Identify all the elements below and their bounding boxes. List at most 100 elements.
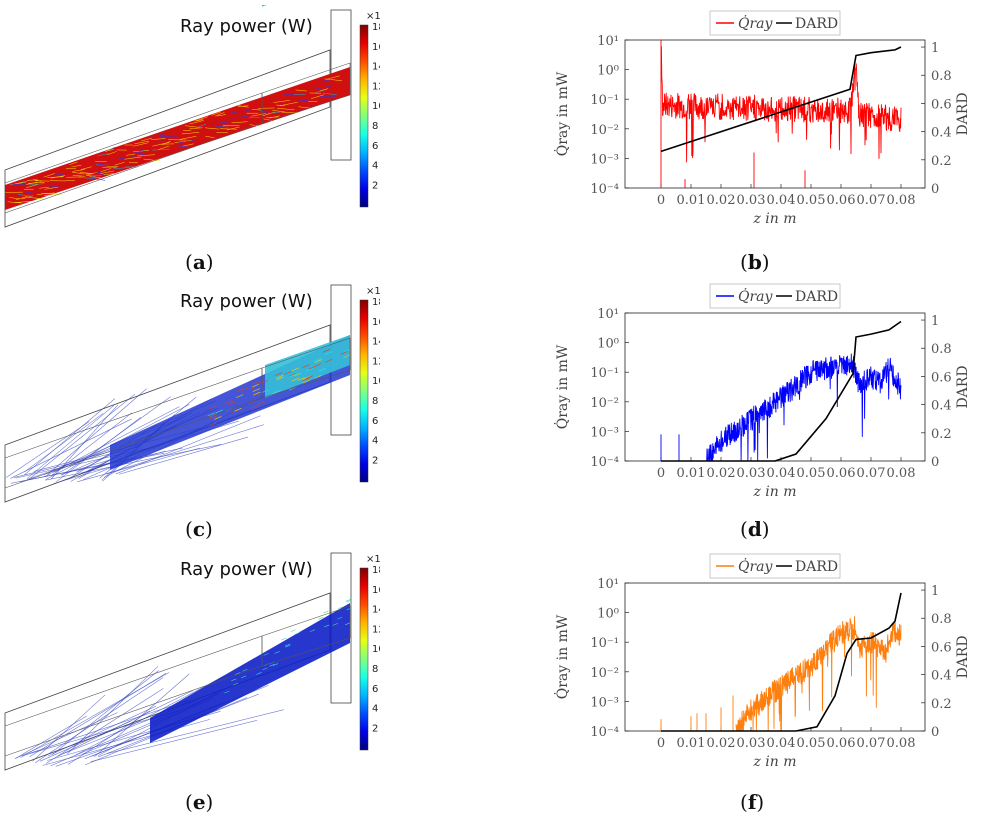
simulation-svg-e: Ray power (W) ×10⁻⁶18 16 14 12 10 8 6 4 2 [4, 552, 396, 771]
x-axis-label: z in m [752, 484, 796, 500]
ray-segment [236, 388, 244, 392]
ray-bundle [5, 0, 350, 210]
ray-segment [289, 373, 297, 377]
ray-segment [262, 111, 276, 117]
ray-segment [49, 173, 64, 176]
colorbar-exponent: ×10⁻⁶ [366, 286, 380, 297]
y-left-tick-label: 10⁻³ [590, 152, 619, 167]
ray-segment [49, 185, 61, 187]
ray-segment [27, 179, 38, 181]
y-right-axis-label: DARD [955, 365, 971, 408]
ray-segment [209, 422, 217, 427]
y-left-tick-label: 10⁻⁴ [590, 182, 619, 197]
ray-segment [9, 197, 20, 200]
y-right-tick-label: 0.4 [931, 126, 952, 141]
sim-title: Ray power (W) [180, 559, 313, 580]
ray-segment [337, 616, 343, 620]
x-tick-label: 0.06 [827, 193, 856, 208]
ray-segment [24, 413, 104, 472]
x-tick-label: 0.01 [677, 466, 706, 481]
y-left-tick-label: 10⁻⁴ [590, 455, 619, 470]
tube-outline [4, 592, 331, 771]
y-right-tick-label: 0.2 [931, 697, 952, 712]
ray-segment [314, 375, 322, 379]
ray-segment [302, 379, 310, 384]
ray-segment [288, 372, 296, 376]
colorbar-tick: 12 [372, 81, 380, 92]
y-right-tick-label: 0.6 [931, 640, 952, 655]
ray-segment [342, 348, 351, 353]
ray-segment [29, 672, 167, 757]
colorbar-exponent: ×10⁻⁶ [366, 554, 380, 565]
ray-segment [319, 79, 331, 82]
ray-segment [26, 405, 115, 479]
ray-segment [152, 148, 170, 151]
colorbar-tick: 10 [372, 101, 380, 112]
ray-segment [137, 154, 155, 157]
y-left-axis-label: Q̇ray in mW [553, 344, 571, 429]
y-left-tick-label: 10⁻¹ [590, 636, 619, 651]
ray-segment [332, 623, 338, 626]
y-left-tick-label: 10⁻⁴ [590, 725, 619, 740]
legend: Q̇ray DARD [709, 553, 841, 579]
ray-segment [252, 393, 261, 397]
ray-segment [194, 119, 204, 122]
ray-segment [133, 142, 149, 147]
ray-segment [118, 436, 248, 475]
ray-segment [44, 186, 59, 190]
ray-segment [337, 606, 343, 610]
y-left-tick-label: 10⁻¹ [590, 93, 619, 108]
ray-segment [183, 129, 192, 132]
x-tick-label: 0.07 [857, 193, 886, 208]
x-tick-label: 0.01 [677, 736, 706, 751]
x-tick-label: 0.05 [797, 466, 826, 481]
ray-segment [215, 112, 225, 117]
ray-segment [70, 164, 82, 168]
ray-segment [34, 677, 164, 764]
chart-panel-d: 0 0.01 0.02 0.03 0.04 0.05 0.06 0.07 0.08 10⁻⁴ 10⁻… [510, 278, 990, 508]
ray-segment [14, 712, 118, 759]
x-axis-label: z in m [752, 211, 796, 227]
caption-b: (b) [740, 250, 770, 274]
ray-segment [285, 644, 291, 648]
ray-segment [238, 105, 249, 108]
ray-segment [302, 377, 310, 382]
ray-segment [150, 134, 164, 137]
x-tick-label: 0.06 [827, 466, 856, 481]
colorbar-tick: 4 [372, 436, 378, 447]
ray-segment [189, 127, 203, 129]
ray-segment [288, 372, 296, 377]
ray-segment [253, 391, 261, 396]
ray-segment [103, 172, 120, 175]
q-ray-series [705, 353, 902, 462]
ray-segment [209, 415, 218, 420]
dard-series [660, 46, 902, 153]
ray-segment [86, 174, 96, 177]
colorbar-tick: 16 [372, 42, 380, 53]
ray-bundle-fill [5, 67, 350, 210]
ray-segment [235, 672, 241, 675]
ray-segment [197, 123, 207, 128]
ray-segment [228, 401, 236, 405]
ray-segment [131, 153, 148, 157]
ray-segment [345, 599, 351, 602]
simulation-panel-e: Ray power (W) ×10⁻⁶18 16 14 12 10 8 6 4 2 [0, 548, 396, 788]
y-right-tick-label: 0.8 [931, 342, 952, 357]
x-tick-label: 0.04 [767, 466, 796, 481]
ray-segment [15, 196, 28, 201]
ray-segment [105, 424, 265, 475]
ray-segment [324, 624, 330, 628]
caption-f: (f) [740, 790, 765, 814]
y-right-tick-label: 0.8 [931, 612, 952, 627]
ray-segment [302, 376, 310, 380]
caption-d: (d) [740, 517, 770, 541]
ray-segment [181, 132, 200, 135]
ray-segment [314, 359, 322, 363]
ray-segment [251, 113, 267, 117]
ray-segment [51, 412, 132, 476]
y-right-tick-label: 0 [931, 182, 939, 197]
ray-segment [97, 164, 116, 167]
ray-segment [29, 699, 189, 754]
y-left-tick-label: 10⁰ [597, 64, 619, 79]
ray-segment [251, 383, 260, 388]
